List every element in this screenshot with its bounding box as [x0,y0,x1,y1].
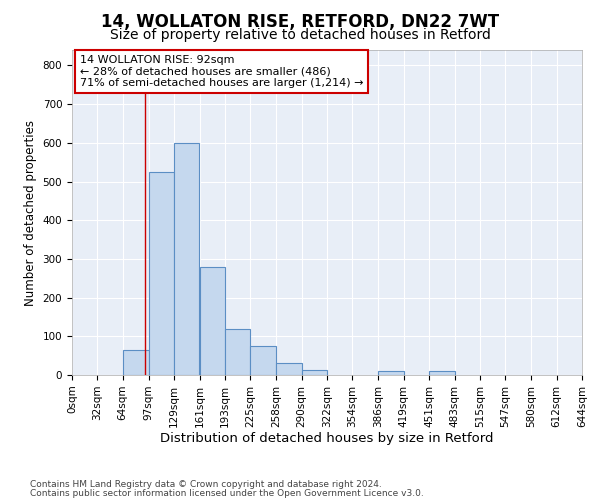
Bar [302,370,327,375]
Text: 14 WOLLATON RISE: 92sqm
← 28% of detached houses are smaller (486)
71% of semi-d: 14 WOLLATON RISE: 92sqm ← 28% of detache… [80,55,363,88]
Text: Contains HM Land Registry data © Crown copyright and database right 2024.: Contains HM Land Registry data © Crown c… [30,480,382,489]
Bar [199,266,225,375]
X-axis label: Distribution of detached houses by size in Retford: Distribution of detached houses by size … [160,432,494,446]
Bar [377,371,404,375]
Bar [122,350,149,375]
Bar [225,328,250,375]
Bar [149,172,174,375]
Bar [174,143,199,375]
Text: Contains public sector information licensed under the Open Government Licence v3: Contains public sector information licen… [30,488,424,498]
Bar [250,346,277,375]
Text: 14, WOLLATON RISE, RETFORD, DN22 7WT: 14, WOLLATON RISE, RETFORD, DN22 7WT [101,12,499,30]
Bar [429,371,455,375]
Bar [277,364,302,375]
Text: Size of property relative to detached houses in Retford: Size of property relative to detached ho… [110,28,490,42]
Y-axis label: Number of detached properties: Number of detached properties [24,120,37,306]
